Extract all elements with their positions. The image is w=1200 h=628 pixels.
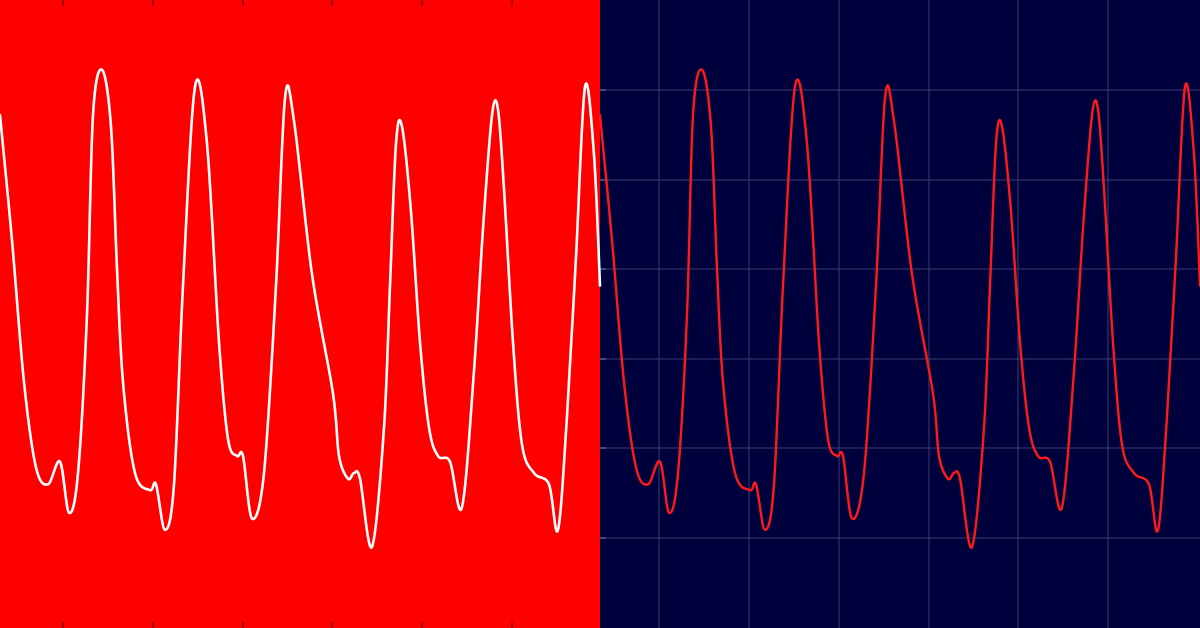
left-panel-ticks: [62, 0, 513, 628]
right-panel-background: [600, 0, 1200, 628]
right-waveform-line: [598, 68, 1200, 549]
left-waveform-line: [0, 68, 602, 549]
left-panel-background: [0, 0, 600, 628]
